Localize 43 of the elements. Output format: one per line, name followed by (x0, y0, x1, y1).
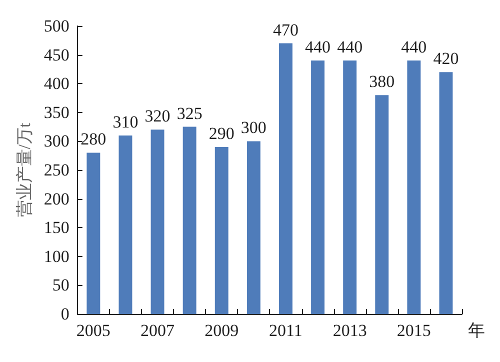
y-tick-label: 0 (60, 304, 70, 324)
x-tick-label: 2013 (332, 321, 367, 340)
bar (214, 146, 228, 314)
data-label: 420 (433, 49, 459, 68)
y-tick-label: 100 (44, 246, 70, 266)
data-label: 300 (240, 118, 266, 138)
y-tick-label: 250 (44, 160, 70, 180)
y-tick-label: 300 (44, 132, 70, 151)
y-tick-label: 400 (44, 74, 70, 94)
bar (407, 60, 421, 314)
y-tick-label: 200 (44, 189, 70, 208)
y-tick-label: 150 (44, 218, 70, 238)
bar (311, 60, 325, 314)
y-tick-label: 500 (44, 16, 70, 36)
x-tick-label: 2007 (140, 321, 176, 340)
data-label: 440 (401, 38, 427, 57)
bar (118, 135, 132, 314)
y-tick-label: 350 (44, 102, 70, 122)
data-label: 310 (112, 112, 138, 132)
x-tick-label: 2015 (396, 321, 431, 340)
x-tick-label: 2005 (76, 321, 110, 340)
data-label: 290 (208, 124, 234, 143)
data-label: 470 (272, 20, 298, 40)
data-label: 280 (80, 130, 106, 149)
bar (375, 95, 389, 314)
bar (278, 43, 292, 314)
data-label: 440 (305, 38, 331, 57)
x-axis-title: 年 (468, 321, 485, 340)
bar (86, 152, 100, 314)
y-tick-label: 50 (52, 276, 70, 295)
data-label: 320 (144, 106, 170, 126)
x-tick-label: 2009 (204, 321, 239, 340)
bar (182, 126, 196, 314)
data-label: 380 (369, 72, 395, 92)
data-label: 440 (337, 38, 363, 57)
bar (343, 60, 357, 314)
y-tick-label: 450 (44, 45, 70, 64)
bar (246, 141, 260, 314)
bar (150, 130, 164, 314)
x-tick-label: 2011 (269, 321, 302, 340)
bar (439, 72, 453, 314)
data-label: 325 (176, 104, 202, 123)
y-axis-title: 营业产量/万t (15, 122, 34, 218)
